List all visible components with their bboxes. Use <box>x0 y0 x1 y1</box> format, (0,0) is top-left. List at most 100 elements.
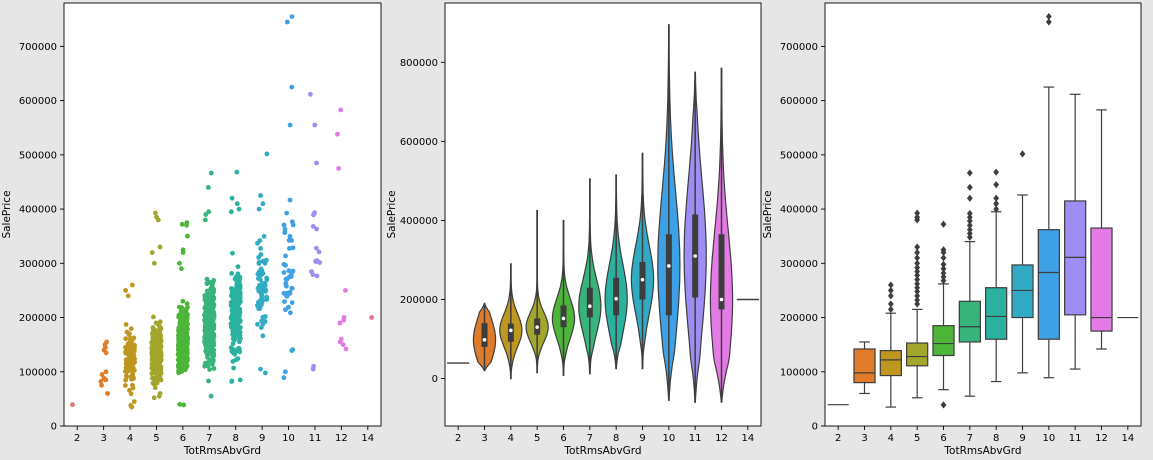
strip-point <box>123 365 129 371</box>
violin-iqr-box <box>586 287 593 318</box>
strip-point <box>154 214 159 220</box>
violin-9 <box>630 152 655 370</box>
strip-point <box>204 288 210 294</box>
strip-point <box>154 370 160 376</box>
strip-point <box>230 359 236 364</box>
violin-7 <box>578 178 602 375</box>
y-tick-label: 700000 <box>19 42 57 53</box>
x-tick-label: 14 <box>741 433 754 444</box>
strip-point <box>229 308 235 313</box>
violin-iqr-box <box>718 234 725 310</box>
strip-point <box>258 252 264 257</box>
strip-point <box>208 170 214 176</box>
box-outlier <box>966 194 973 202</box>
strip-point <box>309 269 314 274</box>
strip-point <box>314 258 320 264</box>
strip-point <box>203 323 209 329</box>
box-outlier <box>1045 18 1052 26</box>
strip-point <box>283 253 288 259</box>
strip-point <box>341 315 347 320</box>
y-tick-label: 200000 <box>400 295 438 306</box>
strip-point <box>70 402 75 408</box>
strip-point <box>157 391 163 396</box>
y-axis: 0 100000 200000 300000 400000 500000 600000 700… <box>780 42 825 433</box>
box-outlier <box>966 217 973 225</box>
strip-point <box>257 277 263 282</box>
strip-point <box>99 382 104 388</box>
box-outlier <box>993 194 1000 202</box>
violin-8 <box>604 174 628 370</box>
strip-point <box>284 210 290 216</box>
y-tick-label: 500000 <box>780 150 818 161</box>
box-outlier <box>966 209 973 218</box>
strip-point <box>290 245 296 251</box>
strip-point <box>158 354 164 359</box>
strip-point <box>157 244 163 250</box>
strip-point <box>343 288 348 293</box>
strip-point <box>130 385 136 391</box>
strip-point <box>264 257 269 263</box>
y-axis-label: SalePrice <box>386 190 398 238</box>
y-tick-label: 400000 <box>19 205 57 216</box>
strip-point <box>238 336 243 341</box>
strip-point <box>204 276 210 282</box>
strip-point <box>129 355 135 361</box>
strip-point <box>178 322 184 328</box>
strip-point <box>284 19 290 25</box>
strip-point <box>209 362 215 367</box>
x-tick-label: 3 <box>861 433 867 444</box>
strip-point <box>182 329 188 335</box>
strip-point <box>230 341 236 346</box>
x-tick-label: 7 <box>587 433 593 444</box>
strip-group-11 <box>308 91 323 372</box>
box-outlier <box>887 281 894 289</box>
strip-point <box>175 362 181 368</box>
strip-point <box>282 299 287 304</box>
box-7 <box>958 169 981 397</box>
strip-group-6 <box>175 220 191 408</box>
strip-point <box>180 317 185 323</box>
box-outlier <box>940 273 947 281</box>
strip-point <box>290 268 296 274</box>
strip-point <box>235 277 241 283</box>
strip-point <box>128 326 134 332</box>
strip-point <box>336 166 341 171</box>
strip-point <box>104 339 109 345</box>
strip-point <box>262 283 268 289</box>
box-outlier <box>887 300 894 308</box>
strip-point <box>308 91 313 97</box>
strip-point <box>208 393 214 399</box>
x-tick-label: 5 <box>534 433 540 444</box>
strip-point <box>256 269 262 275</box>
strip-point <box>151 340 156 345</box>
strip-point <box>258 193 263 198</box>
strip-point <box>237 377 243 383</box>
strip-point <box>185 233 190 239</box>
y-tick-label: 100000 <box>19 367 57 378</box>
strip-point <box>181 402 187 408</box>
strip-point <box>310 224 316 229</box>
strip-point <box>150 380 156 386</box>
strip-point <box>130 373 135 378</box>
strip-point <box>206 378 211 384</box>
strip-point <box>158 370 164 376</box>
strip-point <box>237 319 243 325</box>
y-tick-label: 0 <box>432 374 438 385</box>
violin-median <box>482 338 487 342</box>
x-tick-label: 11 <box>1069 433 1082 444</box>
strip-group-4 <box>123 282 138 410</box>
box-body <box>958 300 981 343</box>
x-tick-label: 9 <box>259 433 265 444</box>
strip-point <box>235 356 241 361</box>
violin-median <box>535 325 539 329</box>
strip-point <box>153 374 159 380</box>
box-outlier <box>1019 150 1026 158</box>
box-3 <box>853 341 876 395</box>
x-tick-label: 4 <box>127 433 133 444</box>
strip-point <box>123 336 129 342</box>
violin-iqr-box <box>507 323 514 342</box>
strip-point <box>207 367 213 372</box>
strip-point <box>151 314 156 320</box>
x-axis-label: TotRmsAbvGrd <box>183 445 261 457</box>
box-outlier <box>966 226 973 234</box>
